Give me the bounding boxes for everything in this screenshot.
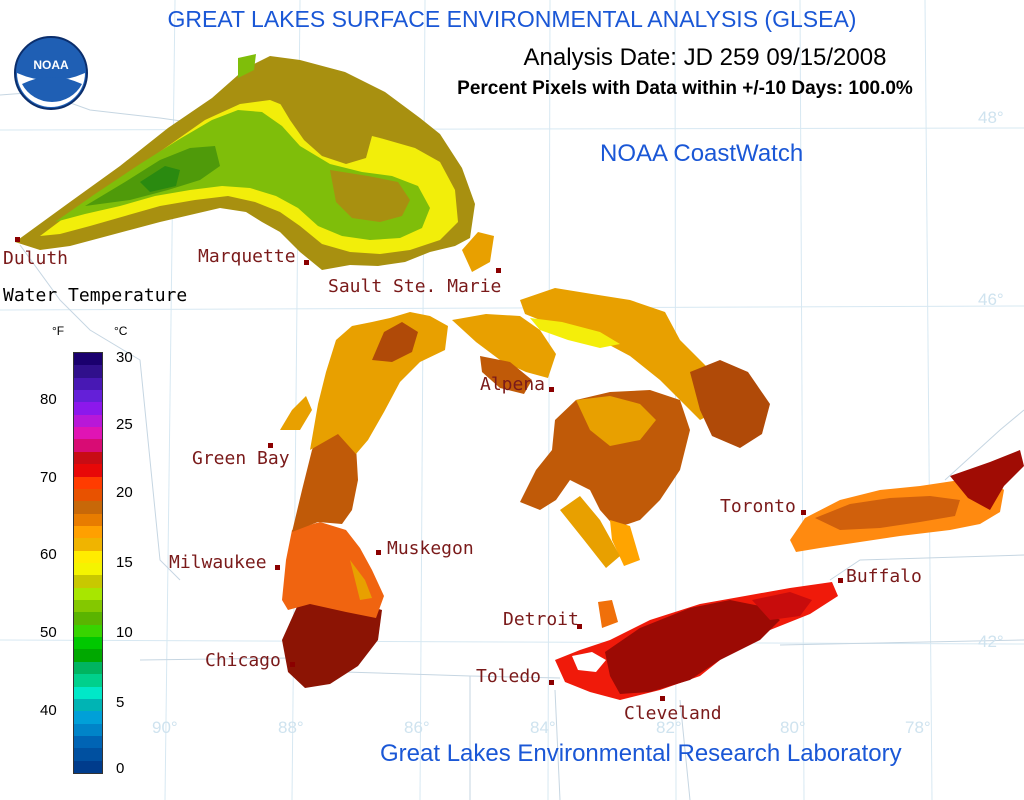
analysis-date: Analysis Date: JD 259 09/15/2008: [523, 44, 887, 71]
legend-color-box: [74, 501, 102, 515]
legend-tick-f: 60: [40, 546, 57, 563]
lon-label: 78°: [905, 718, 931, 737]
legend-color-box: [74, 538, 102, 552]
legend-tick-c: 5: [116, 694, 125, 711]
legend-title: Water Temperature: [3, 285, 188, 306]
lon-label: 82°: [656, 718, 682, 737]
lon-label: 84°: [530, 718, 556, 737]
percent-pixels: Percent Pixels with Data within +/-10 Da…: [457, 78, 913, 99]
legend-color-box: [74, 735, 102, 749]
legend-color-box: [74, 686, 102, 700]
legend-color-box: [74, 661, 102, 675]
lake-superior: [15, 54, 475, 270]
city-label-sault-ste-marie: Sault Ste. Marie: [328, 276, 502, 297]
page-title: GREAT LAKES SURFACE ENVIRONMENTAL ANALYS…: [167, 6, 857, 32]
legend-color-box: [74, 439, 102, 453]
lat-label: 42°: [978, 632, 1004, 651]
legend-tick-f: 40: [40, 702, 57, 719]
legend-color-box: [74, 550, 102, 564]
noaa-logo: NOAA: [14, 36, 88, 110]
legend-color-box: [74, 464, 102, 478]
legend-unit-f: °F: [52, 324, 65, 338]
city-markers: [15, 237, 843, 701]
legend-color-box: [74, 451, 102, 465]
legend-color-box: [74, 390, 102, 403]
legend-tick-c: 15: [116, 554, 133, 571]
lon-label: 80°: [780, 718, 806, 737]
legend-tick-c: 30: [116, 349, 133, 366]
legend-tick-f: 50: [40, 624, 57, 641]
legend-color-box: [74, 513, 102, 527]
lon-label: 86°: [404, 718, 430, 737]
legend-color-box: [74, 624, 102, 638]
legend-tick-f: 70: [40, 469, 57, 486]
legend-color-box: [74, 414, 102, 428]
legend-color-box: [74, 563, 102, 576]
lon-label: 88°: [278, 718, 304, 737]
legend-tick-c: 25: [116, 416, 133, 433]
footer-credit: Great Lakes Environmental Research Labor…: [380, 740, 902, 767]
city-label-muskegon: Muskegon: [387, 538, 474, 559]
city-label-buffalo: Buffalo: [846, 566, 922, 587]
legend-color-box: [74, 711, 102, 725]
legend-color-box: [74, 427, 102, 440]
legend-color-box: [74, 748, 102, 762]
city-label-toronto: Toronto: [720, 496, 796, 517]
logo-text: NOAA: [33, 58, 69, 72]
lon-label: 90°: [152, 718, 178, 737]
lake-ontario: [790, 450, 1024, 552]
legend-color-box: [74, 476, 102, 490]
legend-color-box: [74, 575, 102, 589]
legend-color-box: [74, 760, 102, 774]
legend-color-box: [74, 674, 102, 688]
legend-color-box: [74, 525, 102, 539]
lat-label: 48°: [978, 108, 1004, 127]
legend-tick-c: 0: [116, 760, 125, 777]
legend-color-box: [74, 488, 102, 502]
city-label-green-bay: Green Bay: [192, 448, 290, 469]
legend-color-box: [74, 365, 102, 379]
lake-huron: [452, 232, 770, 628]
legend-color-box: [74, 723, 102, 737]
city-label-milwaukee: Milwaukee: [169, 552, 267, 573]
legend-color-box: [74, 698, 102, 712]
city-label-marquette: Marquette: [198, 246, 296, 267]
city-label-detroit: Detroit: [503, 609, 579, 630]
lat-label: 46°: [978, 290, 1004, 309]
lake-erie: [555, 582, 838, 700]
city-label-alpena: Alpena: [480, 374, 546, 395]
city-label-toledo: Toledo: [476, 666, 542, 687]
legend-tick-c: 20: [116, 484, 133, 501]
legend-color-box: [74, 353, 102, 366]
legend-color-box: [74, 587, 102, 601]
legend-color-box: [74, 600, 102, 613]
coastwatch-label: NOAA CoastWatch: [600, 140, 804, 167]
legend-color-box: [74, 402, 102, 416]
city-label-chicago: Chicago: [205, 650, 281, 671]
lake-michigan: [280, 312, 448, 688]
legend-color-box: [74, 377, 102, 391]
legend-color-box: [74, 637, 102, 650]
legend-unit-c: °C: [114, 324, 128, 338]
legend-tick-c: 10: [116, 624, 133, 641]
legend-tick-f: 80: [40, 391, 57, 408]
city-label-duluth: Duluth: [3, 248, 69, 269]
legend-color-box: [74, 649, 102, 663]
legend-color-box: [74, 612, 102, 626]
city-label-cleveland: Cleveland: [624, 703, 722, 724]
temperature-color-scale: [73, 352, 103, 774]
